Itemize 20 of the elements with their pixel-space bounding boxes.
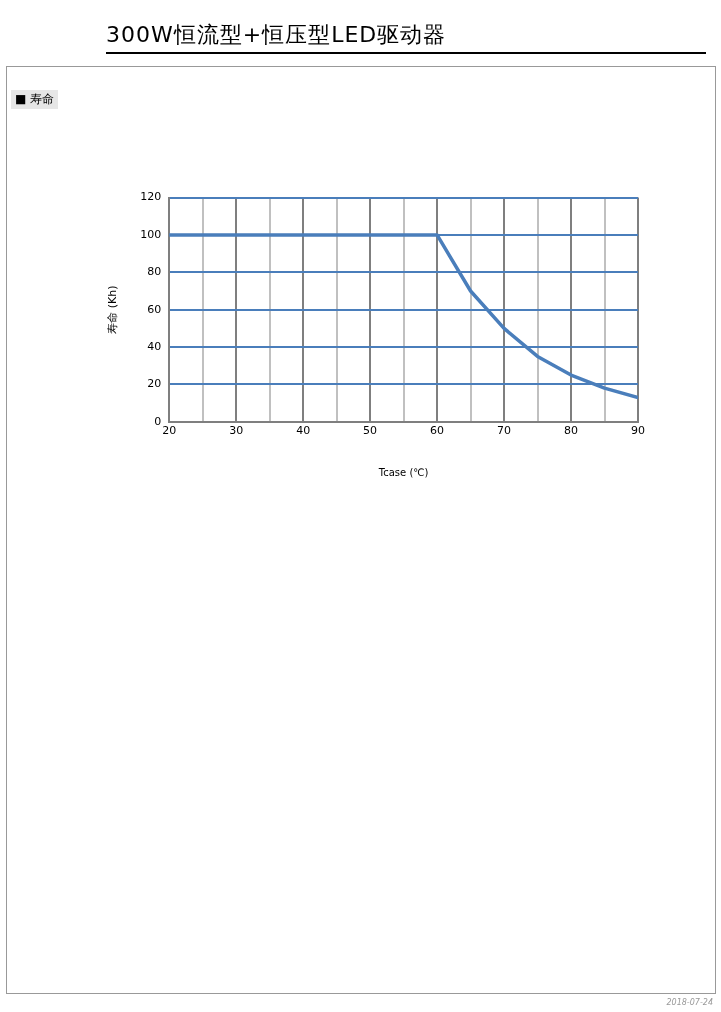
text: ■ 寿命 xyxy=(11,90,59,109)
y-tick-label: 80 xyxy=(147,265,162,279)
x-tick-label: 50 xyxy=(363,424,378,438)
x-tick-label: 40 xyxy=(296,424,311,438)
x-tick-label: 20 xyxy=(162,424,177,438)
y-tick-label: 60 xyxy=(147,302,162,316)
x-tick-label: 30 xyxy=(229,424,244,438)
x-axis-title: Tcase (℃) xyxy=(377,466,429,478)
chart-title: 300W恒流型+恒压型LED驱动器 xyxy=(106,20,706,54)
y-tick-label: 20 xyxy=(147,377,162,391)
y-axis-title: 寿命 (Kh) xyxy=(106,285,120,334)
x-tick-label: 80 xyxy=(564,424,579,438)
y-tick-label: 100 xyxy=(140,227,162,241)
x-tick-label: 90 xyxy=(631,424,645,438)
text: 2018-07-24 xyxy=(666,998,713,1007)
y-tick-label: 120 xyxy=(140,190,162,204)
x-tick-label: 60 xyxy=(430,424,445,438)
y-tick-label: 0 xyxy=(154,414,162,428)
y-tick-label: 40 xyxy=(147,339,162,353)
x-tick-label: 70 xyxy=(497,424,512,438)
